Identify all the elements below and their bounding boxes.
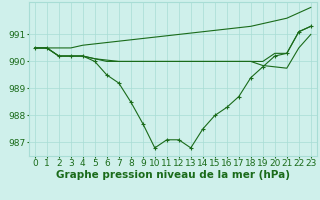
X-axis label: Graphe pression niveau de la mer (hPa): Graphe pression niveau de la mer (hPa): [56, 170, 290, 180]
